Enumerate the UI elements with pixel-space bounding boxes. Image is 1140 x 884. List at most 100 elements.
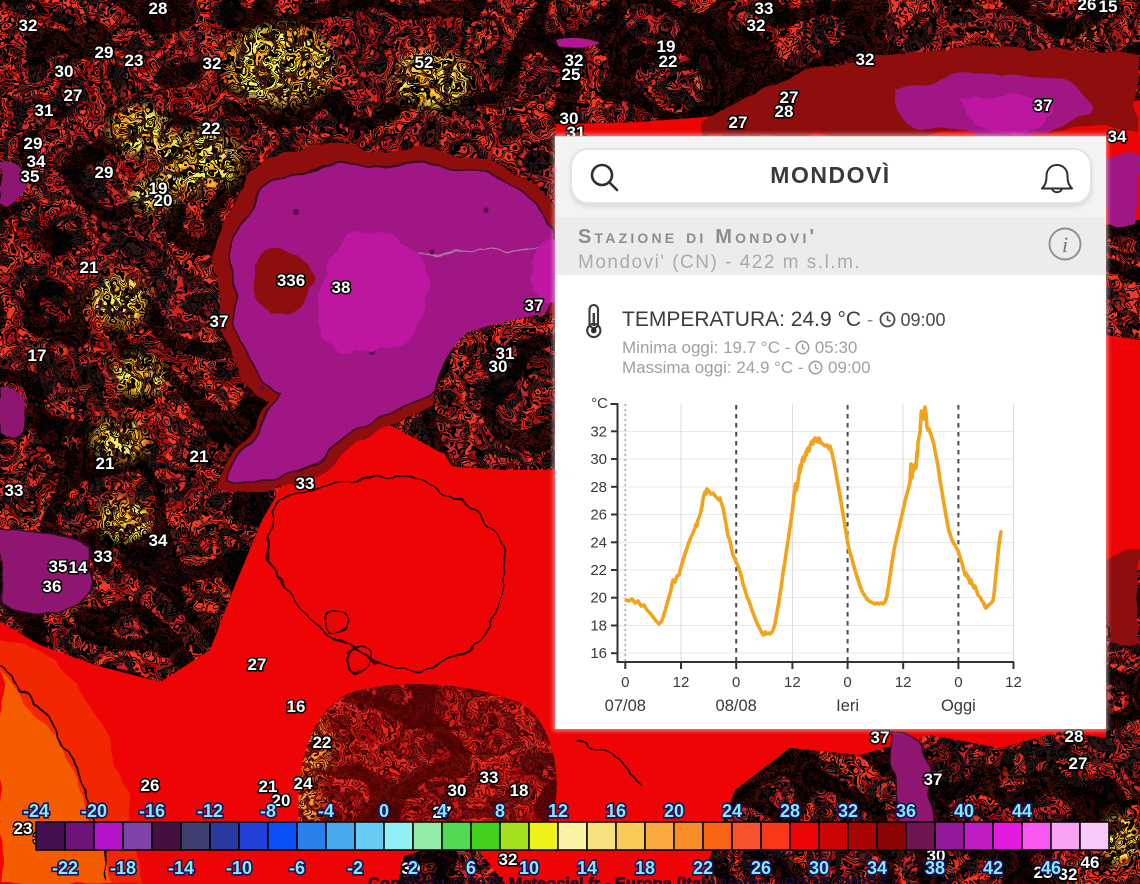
svg-text:-20: -20	[81, 801, 107, 821]
svg-text:21: 21	[96, 454, 115, 473]
svg-text:36: 36	[896, 801, 916, 821]
svg-text:24: 24	[294, 774, 313, 793]
svg-text:37: 37	[924, 770, 943, 789]
svg-text:30: 30	[809, 858, 829, 878]
svg-text:-10: -10	[226, 858, 252, 878]
svg-text:37: 37	[210, 312, 229, 331]
svg-text:23: 23	[1034, 863, 1053, 882]
svg-text:42: 42	[983, 858, 1003, 878]
svg-text:35: 35	[49, 557, 68, 576]
svg-text:40: 40	[954, 801, 974, 821]
svg-text:44: 44	[1012, 801, 1032, 821]
svg-text:21: 21	[190, 447, 209, 466]
svg-text:19: 19	[149, 179, 168, 198]
svg-text:32: 32	[19, 16, 38, 35]
svg-text:-22: -22	[52, 858, 78, 878]
svg-text:-4: -4	[318, 801, 334, 821]
svg-text:4: 4	[437, 801, 447, 821]
svg-text:34: 34	[149, 531, 168, 550]
svg-text:6: 6	[466, 858, 476, 878]
svg-text:34: 34	[1108, 127, 1127, 146]
svg-text:12: 12	[548, 801, 568, 821]
svg-text:-12: -12	[197, 801, 223, 821]
svg-text:25: 25	[562, 65, 581, 84]
svg-text:20: 20	[272, 791, 291, 810]
svg-text:21: 21	[259, 777, 278, 796]
svg-text:28: 28	[1065, 727, 1084, 746]
svg-text:19: 19	[657, 37, 676, 56]
svg-text:31: 31	[35, 101, 54, 120]
svg-text:52: 52	[415, 53, 434, 72]
svg-text:30: 30	[55, 62, 74, 81]
svg-text:16: 16	[606, 801, 626, 821]
svg-text:37: 37	[1034, 96, 1053, 115]
svg-text:14: 14	[69, 558, 88, 577]
svg-text:27: 27	[64, 86, 83, 105]
svg-text:30: 30	[560, 109, 579, 128]
svg-text:26: 26	[1078, 0, 1097, 14]
svg-text:37: 37	[525, 296, 544, 315]
svg-text:30: 30	[402, 859, 421, 878]
svg-text:20: 20	[154, 191, 173, 210]
svg-text:22: 22	[313, 733, 332, 752]
svg-text:18: 18	[510, 781, 529, 800]
svg-text:34: 34	[867, 858, 887, 878]
svg-text:22: 22	[693, 858, 713, 878]
svg-text:15: 15	[1099, 0, 1118, 16]
svg-text:32: 32	[856, 50, 875, 69]
svg-text:336: 336	[277, 271, 305, 290]
svg-text:-6: -6	[289, 858, 305, 878]
svg-text:38: 38	[332, 278, 351, 297]
svg-text:32: 32	[499, 850, 518, 869]
svg-text:32: 32	[203, 54, 222, 73]
svg-text:35: 35	[21, 167, 40, 186]
svg-text:-24: -24	[23, 801, 49, 821]
svg-text:32: 32	[838, 801, 858, 821]
svg-text:27: 27	[729, 113, 748, 132]
svg-text:21: 21	[80, 258, 99, 277]
svg-text:30: 30	[489, 357, 508, 376]
svg-text:46: 46	[1081, 853, 1100, 872]
svg-text:34: 34	[27, 152, 46, 171]
svg-text:0: 0	[379, 801, 389, 821]
svg-text:-16: -16	[139, 801, 165, 821]
svg-text:23: 23	[14, 819, 33, 838]
svg-text:32: 32	[747, 16, 766, 35]
svg-text:26: 26	[751, 858, 771, 878]
svg-text:16: 16	[287, 697, 306, 716]
svg-text:27: 27	[1069, 754, 1088, 773]
svg-text:27: 27	[248, 655, 267, 674]
svg-text:27: 27	[780, 88, 799, 107]
svg-text:46: 46	[1041, 858, 1061, 878]
svg-text:29: 29	[95, 43, 114, 62]
svg-text:-2: -2	[347, 858, 363, 878]
svg-text:10: 10	[519, 858, 539, 878]
svg-text:33: 33	[5, 481, 24, 500]
svg-text:33: 33	[755, 0, 774, 18]
svg-text:17: 17	[28, 346, 47, 365]
svg-text:38: 38	[925, 858, 945, 878]
svg-text:-18: -18	[110, 858, 136, 878]
svg-text:37: 37	[871, 728, 890, 747]
svg-text:33: 33	[296, 474, 315, 493]
svg-text:30: 30	[448, 781, 467, 800]
svg-text:Copyright © 2025 Meteociel.fr: Copyright © 2025 Meteociel.fr - Europe (…	[368, 875, 888, 884]
svg-text:-14: -14	[168, 858, 194, 878]
svg-text:28: 28	[775, 102, 794, 121]
svg-text:22: 22	[202, 119, 221, 138]
svg-text:20: 20	[664, 801, 684, 821]
svg-text:31: 31	[496, 344, 515, 363]
svg-text:33: 33	[480, 768, 499, 787]
svg-text:33: 33	[94, 547, 113, 566]
svg-text:26: 26	[141, 776, 160, 795]
svg-text:18: 18	[635, 858, 655, 878]
svg-text:29: 29	[95, 163, 114, 182]
svg-text:22: 22	[659, 52, 678, 71]
svg-text:29: 29	[24, 134, 43, 153]
svg-text:27: 27	[433, 803, 452, 822]
svg-text:24: 24	[722, 801, 742, 821]
svg-text:32: 32	[1059, 865, 1078, 884]
svg-text:2: 2	[408, 858, 418, 878]
svg-text:14: 14	[577, 858, 597, 878]
svg-text:28: 28	[149, 0, 168, 18]
